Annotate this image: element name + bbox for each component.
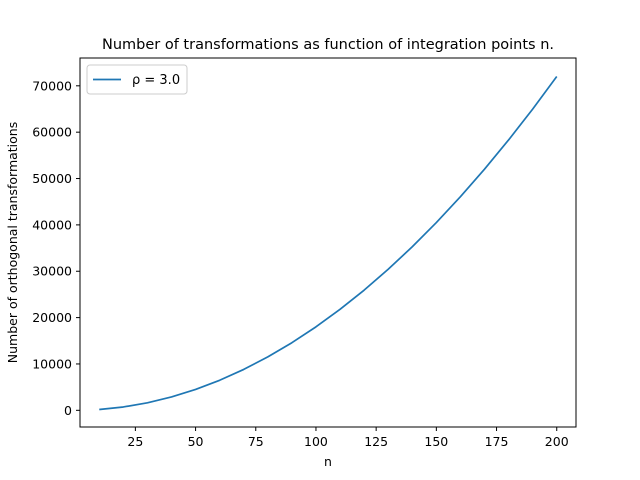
x-tick-label: 25 [127, 434, 143, 449]
x-axis: 25 50 75 100 125 150 175 200 [127, 427, 569, 449]
x-tick-label: 75 [248, 434, 264, 449]
chart-title: Number of transformations as function of… [102, 37, 554, 53]
legend-box [86, 64, 188, 95]
x-tick-label: 150 [424, 434, 448, 449]
series-layer [99, 76, 558, 411]
plot-frame [79, 57, 577, 428]
x-tick-label: 50 [188, 434, 204, 449]
x-axis-label: n [324, 454, 332, 469]
y-tick-label: 50000 [32, 171, 72, 186]
legend: ρ = 3.0 [86, 64, 188, 95]
y-axis: 0 10000 20000 30000 40000 50000 60000 70000 [32, 78, 80, 418]
x-tick-label: 200 [545, 434, 569, 449]
x-tick-label: 125 [364, 434, 388, 449]
y-tick-label: 10000 [32, 356, 72, 371]
y-axis-label: Number of orthogonal transformations [5, 122, 20, 363]
series-line-0 [99, 76, 558, 411]
x-tick-label: 100 [304, 434, 328, 449]
plot-background [80, 58, 576, 427]
y-tick-label: 0 [64, 403, 72, 418]
x-tick-label: 175 [485, 434, 509, 449]
y-tick-label: 60000 [32, 125, 72, 140]
y-tick-label: 20000 [32, 310, 72, 325]
legend-label-rho: ρ = 3.0 [132, 73, 180, 88]
plot-area [79, 57, 577, 428]
y-tick-label: 70000 [32, 78, 72, 93]
y-tick-label: 40000 [32, 217, 72, 232]
y-tick-label: 30000 [32, 264, 72, 279]
